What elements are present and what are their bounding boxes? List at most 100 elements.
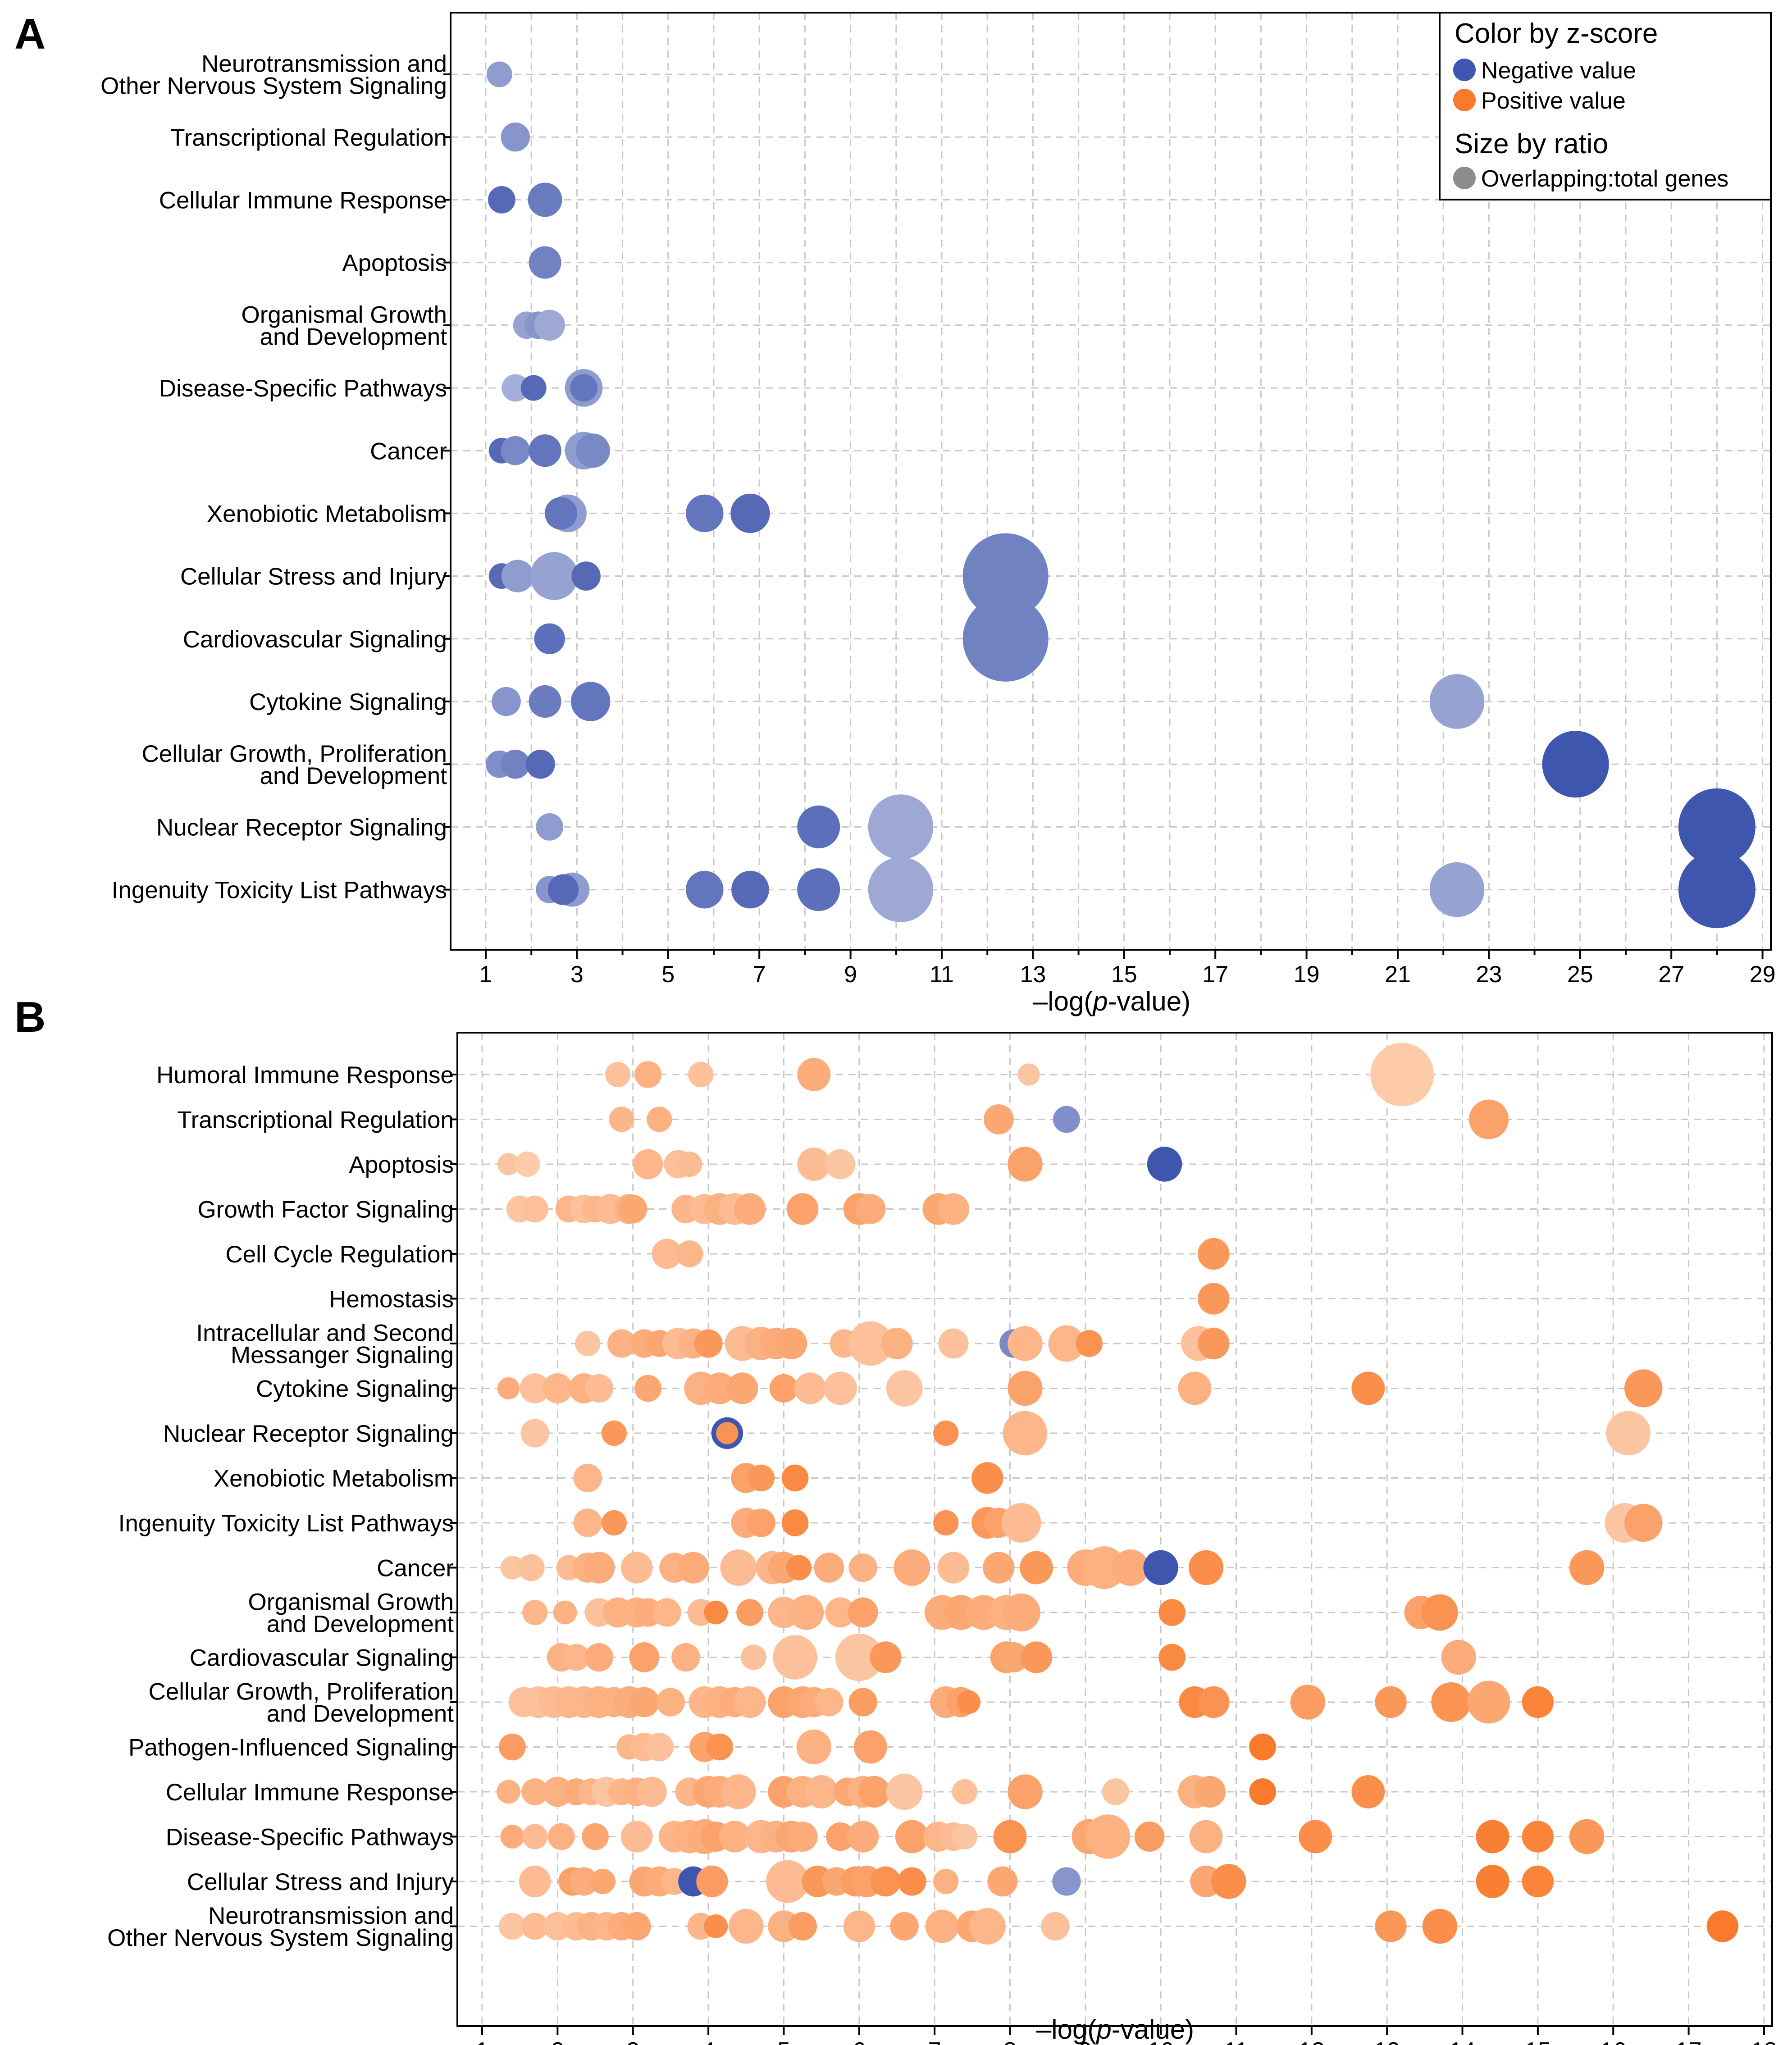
data-bubble bbox=[870, 1866, 901, 1897]
category-label: Ingenuity Toxicity List Pathways bbox=[112, 877, 447, 904]
category-label: Nuclear Receptor Signaling bbox=[163, 1421, 454, 1447]
data-bubble bbox=[1083, 1546, 1126, 1590]
data-bubble bbox=[1351, 1775, 1385, 1808]
data-bubble bbox=[886, 1773, 923, 1810]
data-bubble bbox=[781, 1509, 809, 1536]
data-bubble bbox=[788, 1912, 817, 1941]
data-bubble bbox=[870, 1641, 902, 1673]
data-bubble bbox=[704, 1600, 728, 1625]
data-bubble bbox=[677, 1151, 702, 1177]
data-bubble bbox=[619, 1194, 647, 1224]
category-label: Cell Cycle Regulation bbox=[225, 1241, 454, 1268]
data-bubble bbox=[573, 1508, 602, 1537]
panel-a-frame bbox=[450, 12, 1772, 951]
data-bubble bbox=[962, 533, 1049, 619]
data-bubble bbox=[536, 813, 564, 841]
category-label: Organismal Growth and Development bbox=[248, 1589, 454, 1638]
data-bubble bbox=[620, 1821, 653, 1853]
data-bubble bbox=[1158, 1599, 1186, 1626]
x-tick-label: 15 bbox=[1525, 2038, 1551, 2045]
x-tick-label: 5 bbox=[777, 2038, 790, 2045]
data-bubble bbox=[1476, 1865, 1509, 1898]
data-bubble bbox=[894, 1549, 930, 1586]
data-bubble bbox=[547, 1823, 575, 1850]
data-bubble bbox=[933, 1868, 959, 1895]
data-bubble bbox=[583, 1552, 615, 1584]
category-label: Transcriptional Regulation bbox=[170, 124, 447, 151]
legend: Color by z-score Negative value Positive… bbox=[1439, 12, 1772, 200]
data-bubble bbox=[584, 1374, 614, 1403]
legend-color-title: Color by z-score bbox=[1455, 18, 1658, 49]
data-bubble bbox=[500, 1825, 524, 1849]
data-bubble bbox=[1429, 862, 1485, 917]
data-bubble bbox=[868, 794, 934, 860]
x-tick-label: 14 bbox=[1450, 2038, 1476, 2045]
data-bubble bbox=[971, 1462, 1003, 1494]
data-bubble bbox=[1085, 1814, 1131, 1859]
data-bubble bbox=[1351, 1371, 1385, 1405]
x-tick-label: 9 bbox=[844, 961, 857, 988]
data-bubble bbox=[797, 1058, 831, 1091]
data-bubble bbox=[1102, 1778, 1129, 1805]
data-bubble bbox=[1678, 851, 1756, 929]
panel-b-label: B bbox=[14, 993, 46, 1041]
data-bubble bbox=[1569, 1550, 1605, 1585]
data-bubble bbox=[835, 1633, 883, 1681]
data-bubble bbox=[730, 493, 770, 533]
legend-size-title: Size by ratio bbox=[1455, 128, 1608, 159]
data-bubble bbox=[736, 1599, 764, 1626]
x-tick-label: 17 bbox=[1202, 961, 1228, 988]
data-bubble bbox=[983, 1552, 1015, 1584]
data-bubble bbox=[796, 1729, 832, 1765]
data-bubble bbox=[1476, 1820, 1509, 1854]
data-bubble bbox=[805, 1775, 839, 1808]
data-bubble bbox=[797, 805, 840, 848]
data-bubble bbox=[1198, 1283, 1230, 1315]
data-bubble bbox=[703, 1372, 736, 1404]
data-bubble bbox=[1188, 1550, 1224, 1585]
data-bubble bbox=[521, 1778, 549, 1805]
data-bubble bbox=[1606, 1411, 1651, 1456]
data-bubble bbox=[528, 182, 562, 217]
data-bubble bbox=[847, 1821, 879, 1853]
data-bubble bbox=[868, 857, 934, 922]
data-bubble bbox=[773, 1635, 817, 1680]
data-bubble bbox=[848, 1321, 893, 1366]
data-bubble bbox=[500, 1556, 524, 1580]
data-bubble bbox=[781, 1464, 809, 1492]
category-label: Neurotransmission and Other Nervous Syste… bbox=[100, 51, 447, 100]
panel-b-category-axis: Humoral Immune Response Transcriptional R… bbox=[107, 1062, 457, 1951]
data-bubble bbox=[688, 1061, 714, 1088]
data-bubble bbox=[747, 1508, 775, 1537]
category-label: Ingenuity Toxicity List Pathways bbox=[119, 1510, 454, 1537]
legend-negative-swatch bbox=[1453, 59, 1476, 81]
category-label: Xenobiotic Metabolism bbox=[207, 501, 447, 527]
data-bubble bbox=[1017, 1063, 1040, 1086]
data-bubble bbox=[1052, 1867, 1081, 1896]
data-bubble bbox=[685, 494, 724, 533]
data-bubble bbox=[563, 1644, 590, 1671]
data-bubble bbox=[1431, 1682, 1471, 1722]
data-bubble bbox=[1001, 1503, 1041, 1543]
category-label: Growth Factor Signaling bbox=[197, 1197, 454, 1223]
data-bubble bbox=[993, 1820, 1027, 1854]
x-tick-label: 29 bbox=[1750, 961, 1776, 988]
data-bubble bbox=[969, 1908, 1006, 1945]
category-label: Disease-Specific Pathways bbox=[159, 375, 447, 402]
data-bubble bbox=[492, 687, 521, 716]
data-bubble bbox=[1624, 1369, 1663, 1407]
data-bubble bbox=[601, 1510, 627, 1536]
data-bubble bbox=[582, 1823, 609, 1850]
data-bubble bbox=[501, 560, 534, 592]
data-bubble bbox=[937, 1193, 970, 1225]
data-bubble bbox=[497, 1780, 520, 1804]
data-bubble bbox=[1198, 1238, 1230, 1270]
panel-a-label: A bbox=[14, 10, 46, 58]
data-bubble bbox=[488, 186, 515, 214]
data-bubble bbox=[1053, 1106, 1080, 1133]
data-bubble bbox=[526, 749, 555, 779]
data-bubble bbox=[501, 436, 530, 465]
x-tick-label: 18 bbox=[1751, 2038, 1777, 2045]
data-bubble bbox=[671, 1643, 700, 1672]
data-bubble bbox=[1441, 1640, 1476, 1675]
